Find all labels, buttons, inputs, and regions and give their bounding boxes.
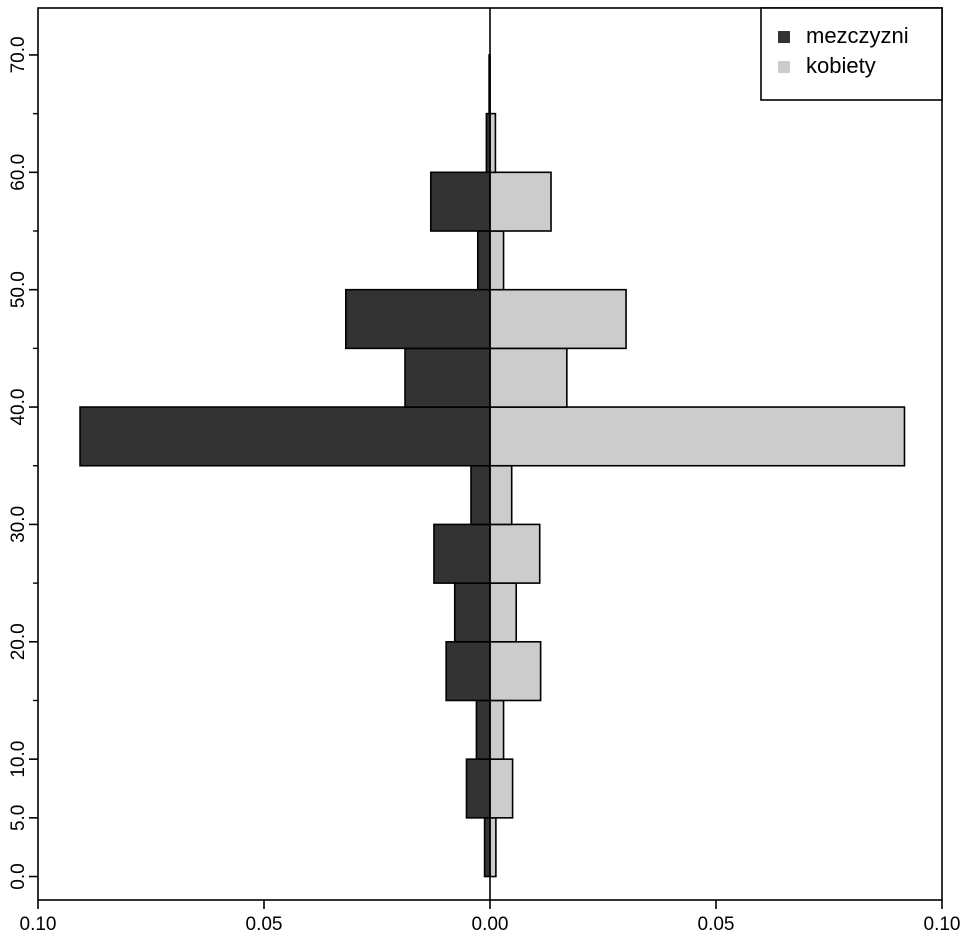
mezczyzni-bar bbox=[429, 171, 491, 232]
kobiety-bar bbox=[489, 523, 541, 584]
mezczyzni-bar bbox=[445, 640, 491, 702]
y-tick-label: 60.0 bbox=[8, 154, 29, 191]
kobiety-bar bbox=[489, 464, 513, 526]
y-tick-label: 30.0 bbox=[8, 506, 29, 543]
legend-swatch-mezczyzni bbox=[778, 31, 790, 43]
y-tick-label: 50.0 bbox=[8, 271, 29, 308]
x-tick-label: 0.10 bbox=[20, 914, 57, 934]
y-tick-label: 5.0 bbox=[8, 805, 29, 831]
x-tick-label: 0.10 bbox=[924, 914, 961, 934]
x-tick-label: 0.00 bbox=[472, 914, 509, 934]
y-tick-label: 20.0 bbox=[8, 623, 29, 660]
kobiety-bar bbox=[489, 171, 552, 232]
mezczyzni-bar bbox=[470, 464, 491, 526]
legend: mezczyzni kobiety bbox=[760, 7, 943, 101]
kobiety-bar bbox=[489, 406, 906, 467]
legend-label-mezczyzni: mezczyzni bbox=[806, 23, 909, 48]
x-tick-label: 0.05 bbox=[246, 914, 283, 934]
legend-label-kobiety: kobiety bbox=[806, 53, 876, 78]
mezczyzni-bar bbox=[345, 288, 491, 350]
y-axis: 0.0 5.0 10.0 20.0 30.0 40.0 50.0 60.0 70.0 bbox=[8, 36, 38, 890]
legend-swatch-kobiety bbox=[778, 61, 790, 73]
kobiety-bar bbox=[489, 112, 497, 174]
kobiety-bar bbox=[489, 582, 518, 643]
mezczyzni-bar bbox=[476, 230, 491, 291]
x-tick-label: 0.05 bbox=[698, 914, 735, 934]
bars-layer bbox=[79, 54, 906, 878]
mezczyzni-bar bbox=[465, 758, 491, 819]
mezczyzni-bar bbox=[475, 699, 491, 760]
mezczyzni-bar bbox=[79, 406, 491, 467]
kobiety-bar bbox=[489, 817, 497, 878]
kobiety-bar bbox=[489, 699, 505, 760]
y-tick-label: 10.0 bbox=[8, 741, 29, 778]
x-axis: 0.10 0.05 0.00 0.05 0.10 bbox=[20, 900, 961, 934]
kobiety-bar bbox=[489, 758, 514, 819]
y-tick-label: 70.0 bbox=[8, 36, 29, 73]
y-tick-label: 40.0 bbox=[8, 389, 29, 426]
legend-box bbox=[760, 7, 943, 101]
y-tick-label: 0.0 bbox=[8, 863, 29, 889]
legend-items: mezczyzni kobiety bbox=[778, 23, 909, 78]
mezczyzni-bar bbox=[453, 582, 491, 643]
mezczyzni-bar bbox=[433, 523, 491, 584]
mezczyzni-bar bbox=[483, 817, 491, 878]
kobiety-bar bbox=[489, 640, 542, 702]
mezczyzni-bar bbox=[404, 347, 491, 408]
kobiety-bar bbox=[489, 347, 568, 408]
kobiety-bar bbox=[489, 230, 505, 291]
kobiety-bar bbox=[489, 288, 627, 350]
